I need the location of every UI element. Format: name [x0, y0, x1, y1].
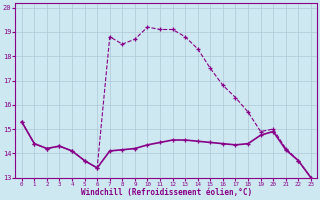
- X-axis label: Windchill (Refroidissement éolien,°C): Windchill (Refroidissement éolien,°C): [81, 188, 252, 197]
